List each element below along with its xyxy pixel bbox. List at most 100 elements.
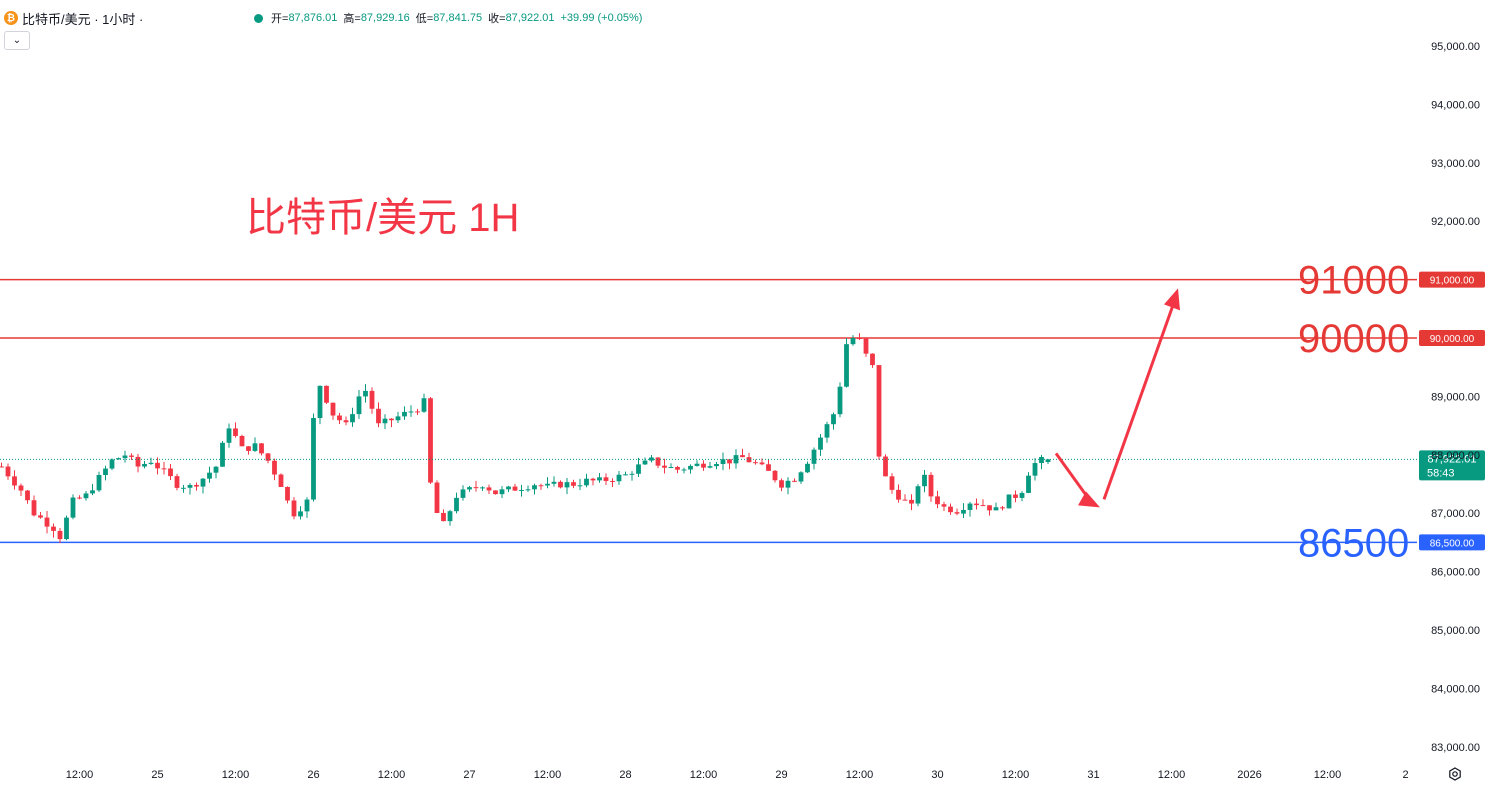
candle-body — [558, 481, 563, 488]
candle-body — [187, 484, 193, 488]
ohlc-readout: 开= 87,876.01 高= 87,929.16 低= 87,841.75 收= 87… — [254, 10, 648, 26]
time-tick-label: 30 — [931, 769, 943, 781]
candle-body — [213, 466, 219, 473]
candle-body — [96, 475, 102, 491]
time-tick-label: 12:00 — [690, 769, 718, 781]
level-tag-86500: 86,500.00 — [1430, 538, 1475, 549]
price-tick-label: 95,000.00 — [1431, 41, 1480, 53]
candle-body — [454, 497, 459, 512]
candle-body — [38, 515, 43, 518]
candle-body — [532, 485, 537, 490]
candle-body — [350, 414, 355, 423]
candle-body — [707, 466, 713, 468]
candle-body — [701, 463, 706, 468]
candle-body — [207, 472, 212, 479]
candle-body — [317, 385, 323, 418]
time-tick-label: 29 — [775, 769, 787, 781]
candle-body — [948, 506, 953, 513]
candle-body — [1026, 475, 1031, 493]
candle-body — [623, 474, 628, 476]
time-tick-label: 26 — [307, 769, 319, 781]
candle-body — [467, 487, 472, 490]
candle-body — [818, 437, 823, 450]
candle-body — [662, 465, 667, 468]
level-tag-bg — [1419, 534, 1485, 551]
settings-icon[interactable] — [1447, 766, 1463, 782]
symbol-title[interactable]: 比特币/美元 · 1小时 · — [22, 11, 144, 27]
candle-body — [382, 418, 388, 424]
candle-body — [551, 481, 557, 484]
time-tick-label: 27 — [463, 769, 475, 781]
candle-body — [415, 411, 420, 413]
candle-body — [90, 490, 95, 494]
candle-body — [103, 468, 108, 476]
candle-body — [1000, 507, 1005, 509]
candle-body — [304, 499, 310, 512]
candle-body — [597, 477, 602, 481]
candle-body — [863, 338, 869, 354]
candle-body — [746, 457, 752, 463]
candle-body — [798, 472, 804, 482]
candle-body — [584, 478, 589, 486]
candle-body — [1032, 463, 1038, 476]
candle-body — [727, 459, 732, 464]
candle-body — [675, 467, 680, 470]
candle-body — [688, 465, 693, 470]
candle-body — [714, 464, 719, 467]
candle-body — [499, 489, 505, 495]
candle-body — [239, 435, 245, 447]
symbol-header[interactable]: ₿ 比特币/美元 · 1小时 · — [4, 8, 143, 28]
candle-body — [252, 443, 258, 451]
price-tick-label: 94,000.00 — [1431, 99, 1480, 111]
candle-body — [876, 365, 882, 457]
bitcoin-icon: ₿ — [4, 11, 18, 25]
candle-body — [0, 466, 4, 468]
annotation-arrows — [1054, 288, 1180, 508]
candle-body — [376, 408, 381, 424]
collapse-button[interactable]: ⌄ — [4, 31, 30, 50]
candle-body — [408, 411, 414, 413]
candle-body — [1019, 492, 1025, 498]
candle-body — [896, 489, 901, 500]
candle-body — [668, 467, 674, 469]
current-price-line: 87,922.01 58:43 — [0, 450, 1485, 481]
candle-body — [116, 458, 121, 460]
price-levels: 91000 91,000.00 90000 90,000.00 86500 86,500.… — [0, 259, 1485, 565]
chevron-down-icon: ⌄ — [12, 35, 22, 46]
time-axis[interactable]: 12:00 25 12:00 26 12:00 27 12:00 28 12:00 29 12:00… — [66, 769, 1409, 781]
candle-body — [571, 482, 576, 486]
candle-body — [954, 512, 960, 514]
candle-body — [480, 487, 485, 489]
candle-body — [967, 503, 973, 510]
time-tick-label: 12:00 — [66, 769, 94, 781]
price-axis[interactable]: 95,000.00 94,000.00 93,000.00 92,000.00 89,0… — [1431, 41, 1480, 754]
price-tick-label: 83,000.00 — [1431, 742, 1480, 754]
price-tick-label: 87,000.00 — [1431, 508, 1480, 520]
level-tag-91000: 91,000.00 — [1430, 276, 1475, 287]
candle-body — [974, 503, 979, 506]
candle-body — [226, 428, 232, 443]
candle-body — [129, 455, 134, 457]
candle-body — [850, 338, 856, 345]
candle-body — [883, 456, 888, 477]
candle-body — [109, 459, 115, 469]
level-tag-bg — [1419, 271, 1485, 288]
candle-body — [5, 466, 11, 477]
open-value: 87,876.01 — [288, 12, 338, 24]
time-tick-label: 31 — [1087, 769, 1099, 781]
candle-body — [70, 497, 76, 518]
price-tick-label: 85,000.00 — [1431, 625, 1480, 637]
candle-body — [181, 487, 186, 489]
candle-body — [363, 390, 368, 397]
candle-body — [369, 390, 375, 409]
candle-body — [837, 386, 843, 415]
candle-body — [681, 469, 687, 471]
candle-body — [31, 500, 37, 516]
candle-body — [1013, 494, 1018, 498]
candle-body — [1039, 456, 1044, 464]
candle-body — [902, 499, 908, 501]
candle-body — [759, 462, 765, 465]
low-value: 87,841.75 — [433, 12, 483, 24]
candle-body — [486, 487, 492, 491]
